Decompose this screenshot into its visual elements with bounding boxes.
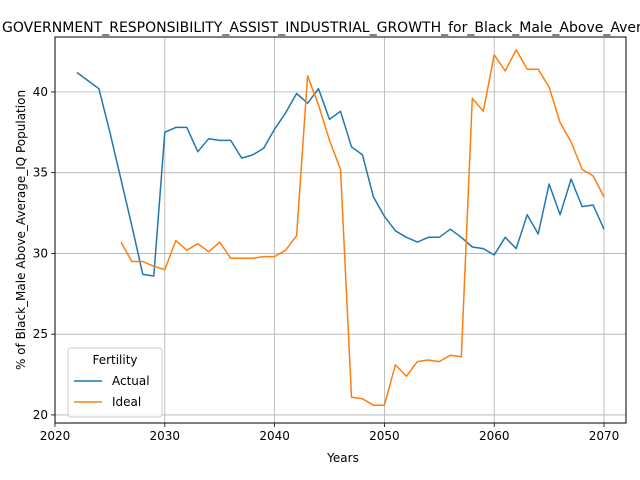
series-line-actual (76, 71, 605, 277)
series-line-ideal (120, 49, 605, 406)
x-tick-label: 2040 (259, 429, 290, 443)
y-axis: 20 25 30 35 40 (33, 85, 55, 422)
series-lines (76, 49, 605, 406)
chart-title: GOVERNMENT_RESPONSIBILITY_ASSIST_INDUSTR… (2, 20, 640, 36)
x-axis-label: Years (326, 451, 359, 465)
x-tick-label: 2030 (150, 429, 181, 443)
y-axis-label: % of Black_Male Above_Average_IQ Populat… (14, 90, 28, 370)
x-tick-label: 2060 (479, 429, 510, 443)
legend: Fertility Actual Ideal (67, 347, 163, 418)
y-tick-label: 20 (33, 408, 48, 422)
y-tick-label: 40 (33, 85, 48, 99)
legend-title: Fertility (92, 353, 137, 367)
x-tick-label: 2050 (369, 429, 400, 443)
x-tick-label: 2020 (40, 429, 71, 443)
legend-label-actual: Actual (112, 374, 150, 388)
plot-area (54, 36, 627, 424)
y-tick-label: 25 (33, 327, 48, 341)
y-tick-label: 35 (33, 166, 48, 180)
y-tick-label: 30 (33, 246, 48, 260)
legend-box (67, 347, 163, 418)
x-axis: 2020 2030 2040 2050 2060 2070 (40, 423, 620, 443)
x-tick-label: 2070 (589, 429, 620, 443)
legend-label-ideal: Ideal (112, 395, 141, 409)
